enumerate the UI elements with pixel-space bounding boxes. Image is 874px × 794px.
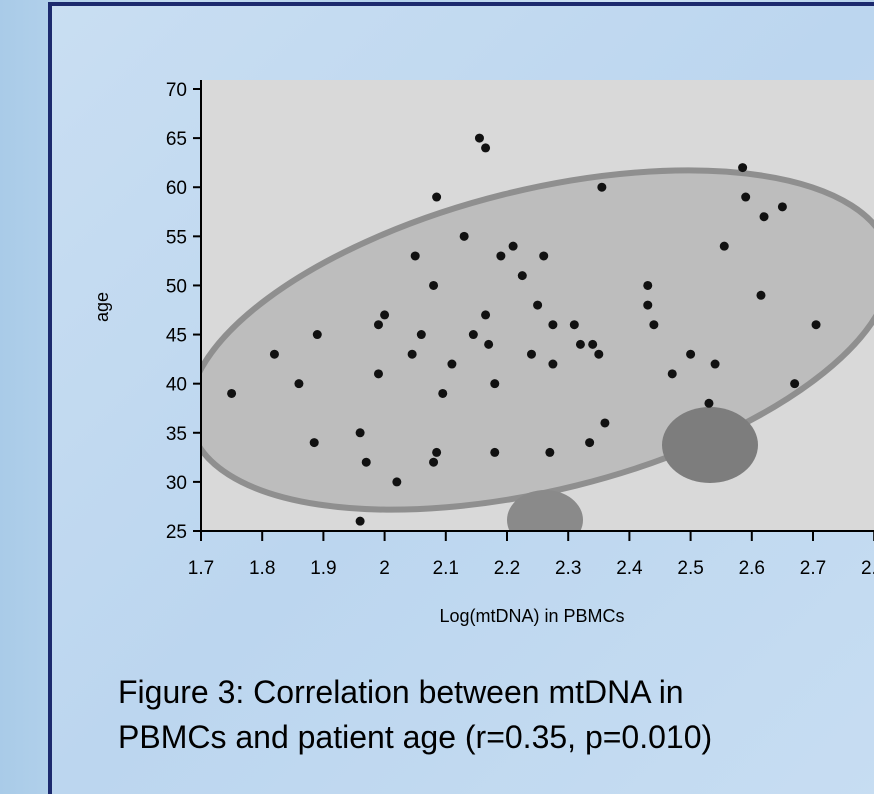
- data-point: [548, 320, 557, 329]
- y-tick-label: 55: [166, 227, 187, 248]
- x-tick-label: 2.6: [739, 558, 765, 579]
- data-point: [310, 438, 319, 447]
- data-point: [778, 202, 787, 211]
- y-tick-label: 30: [166, 473, 187, 494]
- chart: age Log(mtDNA) in PBMCs Figure 3: Correl…: [0, 0, 874, 794]
- y-tick-label: 50: [166, 276, 187, 297]
- y-axis-label: age: [92, 292, 112, 322]
- data-point: [649, 320, 658, 329]
- data-point: [594, 350, 603, 359]
- data-point: [760, 212, 769, 221]
- data-point: [392, 477, 401, 486]
- data-point: [429, 458, 438, 467]
- data-point: [408, 350, 417, 359]
- data-point: [380, 310, 389, 319]
- data-point: [432, 448, 441, 457]
- data-point: [429, 281, 438, 290]
- data-point: [545, 448, 554, 457]
- data-point: [460, 232, 469, 241]
- y-tick-label: 35: [166, 424, 187, 445]
- caption-line: PBMCs and patient age (r=0.35, p=0.010): [118, 719, 712, 755]
- y-tick-label: 70: [166, 80, 187, 101]
- x-tick-label: 1.7: [188, 558, 214, 579]
- data-point: [484, 340, 493, 349]
- data-point: [496, 251, 505, 260]
- data-point: [597, 183, 606, 192]
- x-tick-label: 1.9: [310, 558, 336, 579]
- data-point: [720, 242, 729, 251]
- data-point: [417, 330, 426, 339]
- data-point: [588, 340, 597, 349]
- data-point: [704, 399, 713, 408]
- x-tick-label: 2.7: [800, 558, 826, 579]
- data-point: [509, 242, 518, 251]
- x-tick-label: 1.8: [249, 558, 275, 579]
- data-point: [438, 389, 447, 398]
- data-point: [570, 320, 579, 329]
- data-point: [270, 350, 279, 359]
- x-tick-label: 2.4: [616, 558, 643, 579]
- data-point: [643, 281, 652, 290]
- plot-image: [154, 80, 874, 573]
- y-tick-label: 65: [166, 129, 187, 150]
- data-point: [481, 143, 490, 152]
- data-point: [227, 389, 236, 398]
- data-point: [756, 291, 765, 300]
- data-point: [711, 360, 720, 369]
- data-point: [490, 448, 499, 457]
- data-point: [374, 320, 383, 329]
- data-point: [362, 458, 371, 467]
- data-point: [585, 438, 594, 447]
- x-tick-label: 2.8: [861, 558, 874, 579]
- x-tick-label: 2.3: [555, 558, 581, 579]
- x-tick-label: 2.2: [494, 558, 520, 579]
- y-tick-label: 60: [166, 178, 187, 199]
- x-tick-label: 2.5: [677, 558, 703, 579]
- data-point: [475, 134, 484, 143]
- y-tick-label: 25: [166, 522, 187, 543]
- data-point: [356, 517, 365, 526]
- x-tick-label: 2: [379, 558, 390, 579]
- data-point: [374, 369, 383, 378]
- page: age Log(mtDNA) in PBMCs Figure 3: Correl…: [0, 0, 874, 794]
- caption-line: Figure 3: Correlation between mtDNA in: [118, 674, 684, 710]
- data-point: [600, 418, 609, 427]
- x-tick-label: 2.1: [433, 558, 459, 579]
- data-point: [356, 428, 365, 437]
- data-point: [313, 330, 322, 339]
- y-tick-label: 45: [166, 326, 187, 347]
- data-point: [539, 251, 548, 260]
- y-tick-label: 40: [166, 375, 187, 396]
- data-point: [643, 301, 652, 310]
- data-point: [469, 330, 478, 339]
- data-point: [490, 379, 499, 388]
- data-point: [576, 340, 585, 349]
- data-point: [481, 310, 490, 319]
- data-point: [738, 163, 747, 172]
- data-point: [533, 301, 542, 310]
- data-point: [411, 251, 420, 260]
- data-point: [447, 360, 456, 369]
- data-point: [741, 193, 750, 202]
- data-point: [518, 271, 527, 280]
- data-point: [432, 193, 441, 202]
- data-point: [686, 350, 695, 359]
- data-point: [294, 379, 303, 388]
- data-point: [812, 320, 821, 329]
- x-axis-label: Log(mtDNA) in PBMCs: [439, 606, 624, 626]
- data-point: [790, 379, 799, 388]
- data-point: [668, 369, 677, 378]
- data-point: [527, 350, 536, 359]
- data-point: [548, 360, 557, 369]
